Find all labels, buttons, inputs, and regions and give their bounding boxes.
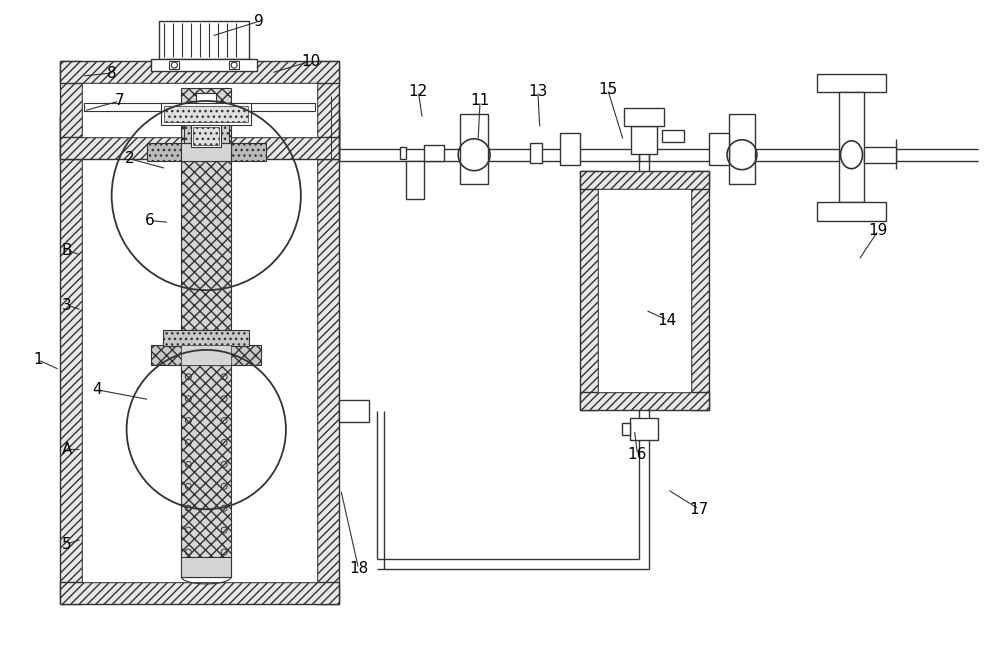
- Text: 7: 7: [115, 93, 124, 108]
- Bar: [231, 143, 266, 161]
- Bar: [164, 106, 248, 122]
- Bar: [181, 88, 231, 577]
- Bar: [60, 116, 82, 604]
- Text: 4: 4: [92, 382, 102, 397]
- Bar: [580, 170, 598, 409]
- Bar: [60, 116, 339, 138]
- Text: 9: 9: [254, 14, 264, 29]
- Text: 16: 16: [628, 447, 647, 462]
- Bar: [729, 114, 755, 183]
- Text: 12: 12: [409, 84, 428, 99]
- Bar: [817, 202, 886, 221]
- Bar: [190, 101, 222, 113]
- Bar: [580, 170, 709, 189]
- Bar: [84, 103, 315, 111]
- Bar: [151, 345, 261, 365]
- Bar: [406, 161, 424, 199]
- Bar: [181, 143, 231, 161]
- Bar: [161, 103, 251, 125]
- Bar: [159, 22, 249, 59]
- Text: 17: 17: [690, 502, 709, 517]
- Text: 15: 15: [598, 82, 617, 97]
- Bar: [630, 418, 658, 439]
- Bar: [839, 92, 864, 202]
- Bar: [339, 400, 369, 422]
- Bar: [60, 582, 339, 604]
- Bar: [817, 74, 886, 92]
- Bar: [400, 147, 406, 159]
- Bar: [662, 130, 684, 142]
- Text: 11: 11: [470, 93, 490, 108]
- Text: 3: 3: [62, 298, 72, 313]
- Bar: [317, 61, 339, 159]
- Text: 6: 6: [145, 213, 154, 228]
- Bar: [709, 133, 729, 165]
- Text: 10: 10: [301, 54, 320, 69]
- Bar: [147, 143, 181, 161]
- Text: 19: 19: [869, 223, 888, 238]
- Bar: [82, 138, 317, 582]
- Text: 5: 5: [62, 537, 72, 552]
- Text: 8: 8: [107, 65, 116, 80]
- Bar: [580, 392, 709, 409]
- Bar: [460, 114, 488, 183]
- Bar: [60, 137, 339, 159]
- Bar: [60, 61, 82, 159]
- Bar: [624, 108, 664, 126]
- Bar: [691, 170, 709, 409]
- Bar: [193, 127, 219, 145]
- Bar: [163, 330, 249, 346]
- Bar: [184, 113, 229, 143]
- Text: 2: 2: [125, 151, 134, 167]
- Bar: [631, 126, 657, 153]
- Bar: [229, 61, 239, 69]
- Bar: [196, 93, 216, 103]
- Text: 18: 18: [349, 562, 368, 577]
- Text: A: A: [62, 442, 72, 457]
- Text: 13: 13: [528, 84, 548, 99]
- Bar: [191, 125, 221, 147]
- Bar: [622, 422, 630, 434]
- Text: 1: 1: [33, 353, 43, 368]
- Text: 14: 14: [658, 313, 677, 328]
- Bar: [530, 143, 542, 163]
- Bar: [317, 116, 339, 604]
- Bar: [60, 61, 339, 83]
- Bar: [424, 145, 444, 161]
- Bar: [181, 557, 231, 577]
- Text: B: B: [62, 243, 72, 258]
- Bar: [864, 147, 896, 163]
- Bar: [560, 133, 580, 165]
- Bar: [181, 345, 231, 365]
- Bar: [82, 83, 317, 137]
- Bar: [169, 61, 179, 69]
- Bar: [151, 59, 257, 71]
- Bar: [598, 189, 691, 392]
